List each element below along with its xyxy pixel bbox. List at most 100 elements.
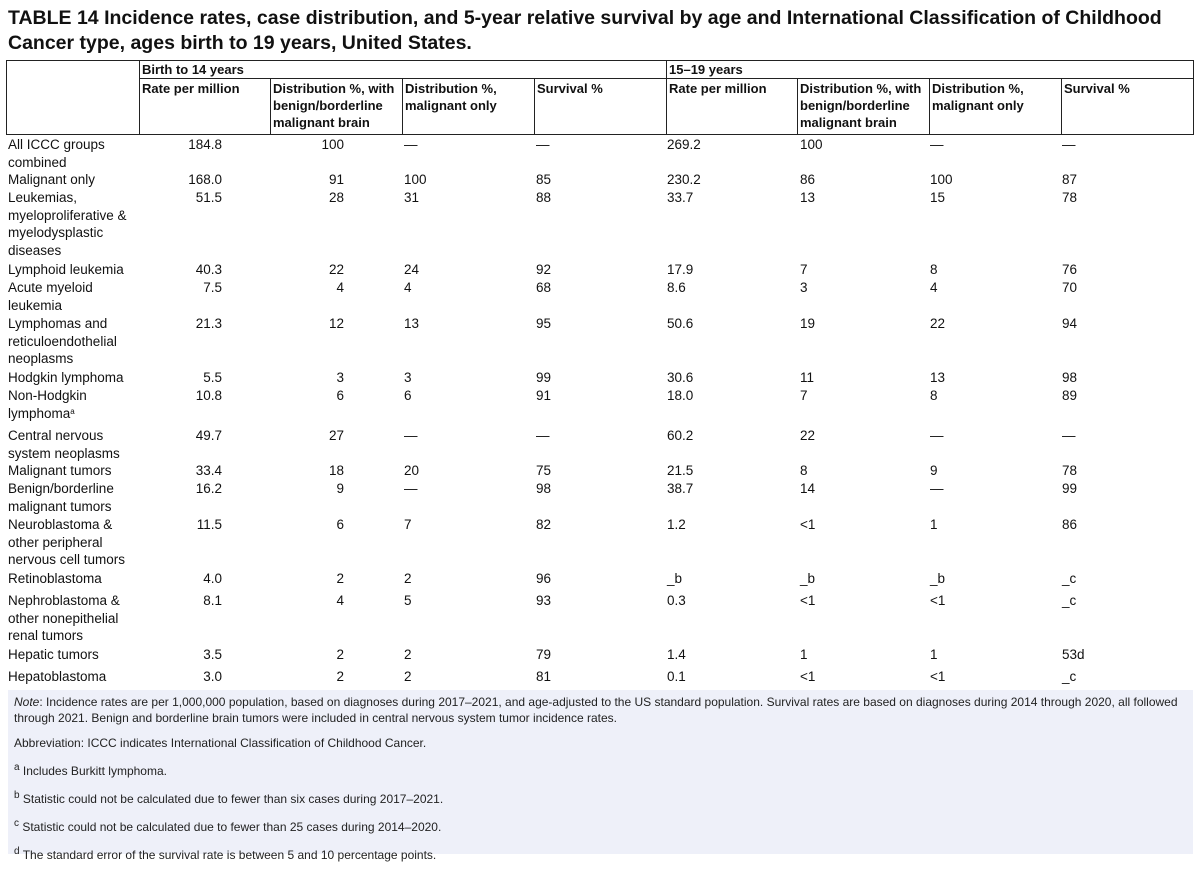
table-cell: <1 [930, 669, 946, 684]
header-col-line [666, 61, 667, 135]
table-cell: _b [930, 571, 946, 586]
row-label-text: Lymphomas and reticuloendothelial neopla… [8, 316, 117, 366]
table-cell: 89 [1062, 388, 1078, 403]
table-cell: 27 [328, 428, 344, 443]
table-cell: 3.0 [203, 669, 222, 684]
footnote-mark: a [70, 406, 75, 416]
table-cell: _b [800, 571, 816, 586]
table-cell: 2 [336, 669, 344, 684]
table-cell: 78 [1062, 463, 1078, 478]
row-label-text: Leukemias, myeloproliferative & myelodys… [8, 190, 127, 258]
header-col-line [534, 79, 535, 135]
table-cell: 18 [328, 463, 344, 478]
header-col-line [797, 79, 798, 135]
table-cell: 18.0 [667, 388, 694, 403]
table-header: Birth to 14 years 15–19 years Rate per m… [6, 60, 1194, 135]
table-cell: 269.2 [667, 137, 701, 152]
table-cell: 0.1 [667, 669, 686, 684]
table-cell: — [536, 137, 550, 152]
row-label: Neuroblastoma & other peripheral nervous… [8, 516, 138, 569]
table-cell: — [930, 428, 944, 443]
table-cell: 2 [404, 571, 412, 586]
table-cell: 6 [336, 517, 344, 532]
row-label: Hodgkin lymphoma [8, 369, 138, 387]
table-cell: 76 [1062, 262, 1078, 277]
footnote-b: b Statistic could not be calculated due … [14, 788, 1187, 807]
table-cell: 9 [336, 481, 344, 496]
row-label-text: Benign/borderline malignant tumors [8, 481, 114, 514]
table-cell: 2 [336, 647, 344, 662]
column-header: Survival % [1064, 81, 1130, 96]
table-cell: 12 [328, 316, 344, 331]
header-col-line [1061, 79, 1062, 135]
table-cell: 21.5 [667, 463, 694, 478]
table-cell: — [404, 137, 418, 152]
table-cell: 99 [536, 370, 552, 385]
row-label-text: Acute myeloid leukemia [8, 280, 93, 313]
column-header: Survival % [537, 81, 603, 96]
column-header: Distribution %, malignant only [932, 81, 1024, 113]
table-cell: 86 [1062, 517, 1078, 532]
table-cell: 98 [536, 481, 552, 496]
table-cell: _c [1062, 669, 1077, 684]
footnote-mark: a [14, 762, 20, 773]
table-cell: 2 [404, 647, 412, 662]
table-cell: 51.5 [195, 190, 222, 205]
table-cell: 33.4 [195, 463, 222, 478]
footnote-c: c Statistic could not be calculated due … [14, 816, 1187, 835]
table-cell: — [536, 428, 550, 443]
footnote-a: a Includes Burkitt lymphoma. [14, 760, 1187, 779]
table-cell: 75 [536, 463, 552, 478]
table-cell: 21.3 [195, 316, 222, 331]
table-cell: 92 [536, 262, 552, 277]
table-cell: _c [1062, 571, 1077, 586]
table-cell: 93 [536, 593, 552, 608]
table-cell: 9 [930, 463, 938, 478]
table-cell: 3 [404, 370, 412, 385]
table-cell: 10.8 [195, 388, 222, 403]
table-cell: <1 [930, 593, 946, 608]
table-cell: — [404, 481, 418, 496]
table-cell: 0.3 [667, 593, 686, 608]
table-cell: <1 [800, 593, 816, 608]
note-paragraph: Note: Incidence rates are per 1,000,000 … [14, 694, 1187, 726]
table-cell: 28 [328, 190, 344, 205]
row-label: Retinoblastoma [8, 570, 138, 588]
table-cell: 4 [336, 593, 344, 608]
table-cell: 78 [1062, 190, 1078, 205]
row-label: Hepatic tumors [8, 646, 138, 664]
table-cell: 20 [404, 463, 420, 478]
table-cell: 91 [536, 388, 552, 403]
table-cell: 86 [800, 172, 816, 187]
row-label: Lymphomas and reticuloendothelial neopla… [8, 315, 138, 368]
row-label: Benign/borderline malignant tumors [8, 480, 138, 515]
table-cell: 49.7 [195, 428, 222, 443]
table-cell: 3 [800, 280, 808, 295]
table-cell: 1 [930, 517, 938, 532]
table-cell: 1 [930, 647, 938, 662]
table-cell: 4 [930, 280, 938, 295]
row-label: Central nervous system neoplasms [8, 427, 138, 462]
note-text: : Incidence rates are per 1,000,000 popu… [14, 695, 1178, 725]
header-col-line [402, 79, 403, 135]
table-cell: 230.2 [667, 172, 701, 187]
footnote-d: d The standard error of the survival rat… [14, 844, 1187, 863]
table-cell: 22 [328, 262, 344, 277]
table-cell: 6 [404, 388, 412, 403]
row-label-text: Nephroblastoma & other nonepithelial ren… [8, 593, 120, 643]
row-label: Malignant tumors [8, 462, 138, 480]
footnote-mark: b [14, 790, 20, 801]
table-cell: 94 [1062, 316, 1078, 331]
table-cell: — [1062, 428, 1076, 443]
table-cell: — [1062, 137, 1076, 152]
table-cell: 100 [800, 137, 823, 152]
row-label-text: Hepatoblastoma [8, 669, 107, 684]
table-cell: 19 [800, 316, 816, 331]
column-header: Rate per million [142, 81, 240, 96]
table-cell: 38.7 [667, 481, 694, 496]
table-cell: 100 [321, 137, 344, 152]
table-cell: 100 [404, 172, 427, 187]
table-cell: 3.5 [203, 647, 222, 662]
row-label-text: Neuroblastoma & other peripheral nervous… [8, 517, 126, 567]
table-cell: 96 [536, 571, 552, 586]
